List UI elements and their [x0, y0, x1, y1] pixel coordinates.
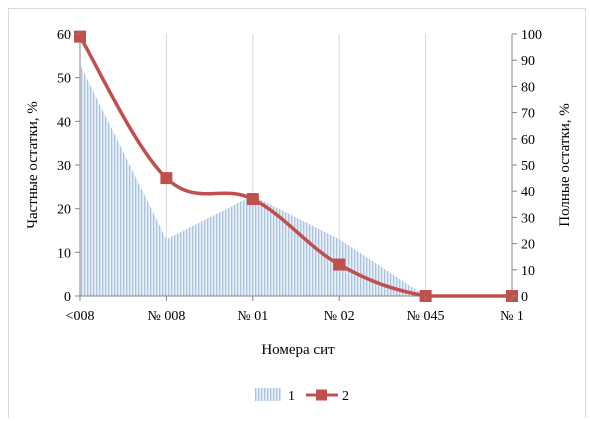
x-tick-label-1: № 008 — [147, 309, 185, 324]
right-tick-label-5: 50 — [521, 159, 535, 174]
x-tick-label-0: <008 — [66, 309, 95, 324]
right-tick-label-4: 40 — [521, 185, 535, 200]
left-axis-ticks: 0 10 20 30 40 50 60 — [57, 28, 80, 305]
x-tick-label-5: № 1 — [500, 309, 524, 324]
x-axis-ticks: <008 № 008 № 01 № 02 № 045 № 1 — [66, 296, 524, 324]
right-tick-label-9: 90 — [521, 54, 535, 69]
right-tick-label-8: 80 — [521, 80, 535, 95]
left-tick-label-5: 50 — [57, 72, 71, 87]
left-axis-title: Частные остатки, % — [25, 101, 41, 229]
line-marker-1 — [160, 172, 173, 185]
left-tick-label-6: 60 — [57, 28, 71, 43]
right-axis-title: Полные остатки, % — [557, 103, 573, 227]
chart-frame — [8, 8, 586, 418]
x-tick-label-3: № 02 — [324, 309, 355, 324]
x-tick-label-4: № 045 — [407, 309, 445, 324]
right-tick-label-7: 70 — [521, 107, 535, 122]
legend-label-series-1: 1 — [288, 389, 295, 404]
line-marker-0 — [74, 30, 86, 43]
line-marker-3 — [333, 258, 346, 271]
left-tick-label-4: 40 — [57, 115, 71, 130]
right-tick-label-6: 60 — [521, 133, 535, 148]
area-series-layer — [80, 64, 512, 296]
right-axis-ticks: 0 10 20 30 40 50 60 70 80 90 100 — [512, 28, 542, 305]
right-tick-label-0: 0 — [521, 290, 528, 305]
right-tick-label-1: 10 — [521, 264, 535, 279]
left-tick-label-3: 30 — [57, 159, 71, 174]
x-axis-title: Номера сит — [261, 342, 335, 358]
line-series-layer — [74, 30, 518, 302]
right-tick-label-10: 100 — [521, 28, 542, 43]
left-tick-label-1: 10 — [57, 246, 71, 261]
legend-label-series-2: 2 — [342, 389, 349, 404]
line-marker-2 — [246, 193, 259, 206]
right-tick-label-2: 20 — [521, 238, 535, 253]
left-tick-label-0: 0 — [64, 290, 71, 305]
left-tick-label-2: 20 — [57, 203, 71, 218]
x-tick-label-2: № 01 — [237, 309, 268, 324]
area-series-1 — [80, 64, 512, 296]
legend-swatch-series-1 — [255, 388, 281, 401]
right-tick-label-3: 30 — [521, 211, 535, 226]
legend-marker-series-2 — [316, 389, 327, 401]
legend: 1 2 — [255, 388, 349, 404]
